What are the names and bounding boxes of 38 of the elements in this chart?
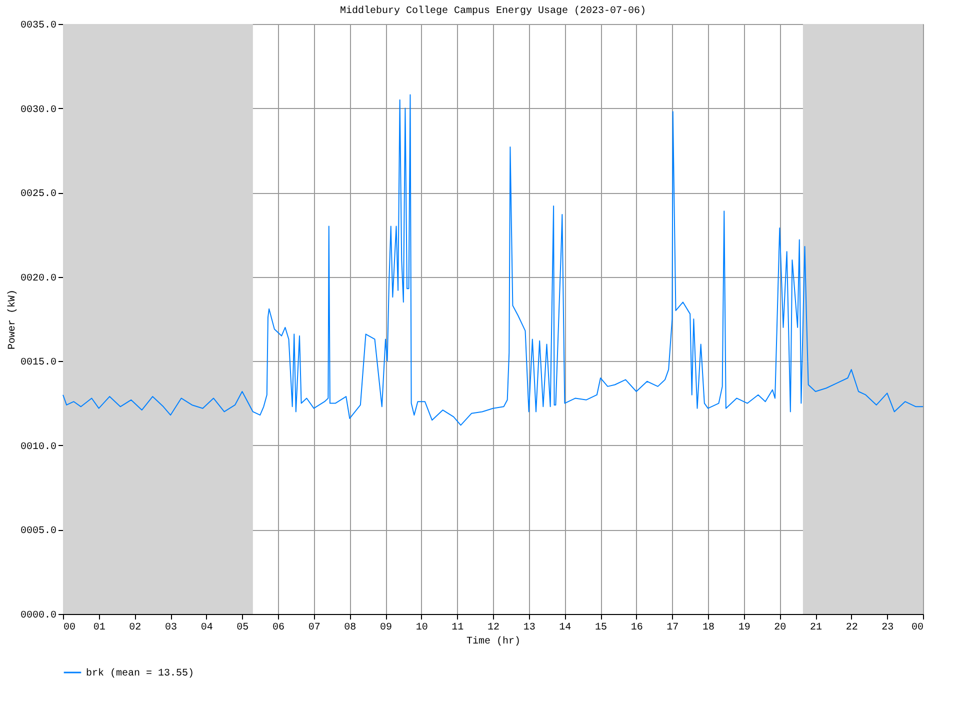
x-tick-label: 14 bbox=[559, 622, 572, 634]
x-tick-label: 12 bbox=[487, 622, 500, 634]
chart-title: Middlebury College Campus Energy Usage (2023-07-06) bbox=[340, 5, 646, 17]
x-tick-label: 00 bbox=[64, 622, 76, 634]
y-axis-title: Power (kW) bbox=[6, 289, 18, 350]
x-tick-label: 02 bbox=[129, 622, 142, 634]
x-tick-label: 15 bbox=[594, 622, 608, 634]
line-series bbox=[62, 94, 924, 426]
x-tick-label: 13 bbox=[523, 622, 536, 634]
x-tick-label: 10 bbox=[416, 622, 428, 634]
x-tick-label: 11 bbox=[452, 622, 464, 634]
x-tick-label: 19 bbox=[738, 622, 750, 634]
y-tick-label: 0030.0 bbox=[20, 104, 56, 116]
y-tick-label: 0035.0 bbox=[20, 20, 56, 32]
x-tick-label: 07 bbox=[308, 622, 320, 634]
y-tick-label: 0025.0 bbox=[20, 189, 56, 200]
legend-label: brk (mean = 13.55) bbox=[86, 668, 194, 680]
x-tick-label: 18 bbox=[702, 622, 715, 634]
x-tick-label: 21 bbox=[810, 622, 822, 634]
x-tick-label: 08 bbox=[344, 622, 356, 634]
x-tick-label: 20 bbox=[774, 622, 786, 634]
x-tick-label: 04 bbox=[200, 622, 213, 634]
y-tick-label: 0015.0 bbox=[20, 358, 56, 369]
x-tick-label: 17 bbox=[666, 622, 679, 634]
x-tick-label: 06 bbox=[272, 622, 285, 634]
y-tick-label: 0020.0 bbox=[20, 273, 56, 284]
y-tick-label: 0005.0 bbox=[20, 526, 56, 538]
x-tick-label: 05 bbox=[236, 622, 249, 634]
x-axis-title: Time (hr) bbox=[466, 636, 521, 648]
x-tick-label: 16 bbox=[630, 622, 643, 634]
x-tick-label: 09 bbox=[380, 622, 392, 634]
y-tick-label: 0000.0 bbox=[20, 610, 56, 622]
y-tick-label: 0010.0 bbox=[20, 442, 56, 453]
x-tick-label: 22 bbox=[846, 622, 858, 634]
x-tick-label: 00 bbox=[911, 622, 924, 634]
x-tick-label: 03 bbox=[164, 622, 178, 634]
x-tick-label: 23 bbox=[882, 622, 894, 634]
x-tick-label: 01 bbox=[93, 622, 106, 634]
